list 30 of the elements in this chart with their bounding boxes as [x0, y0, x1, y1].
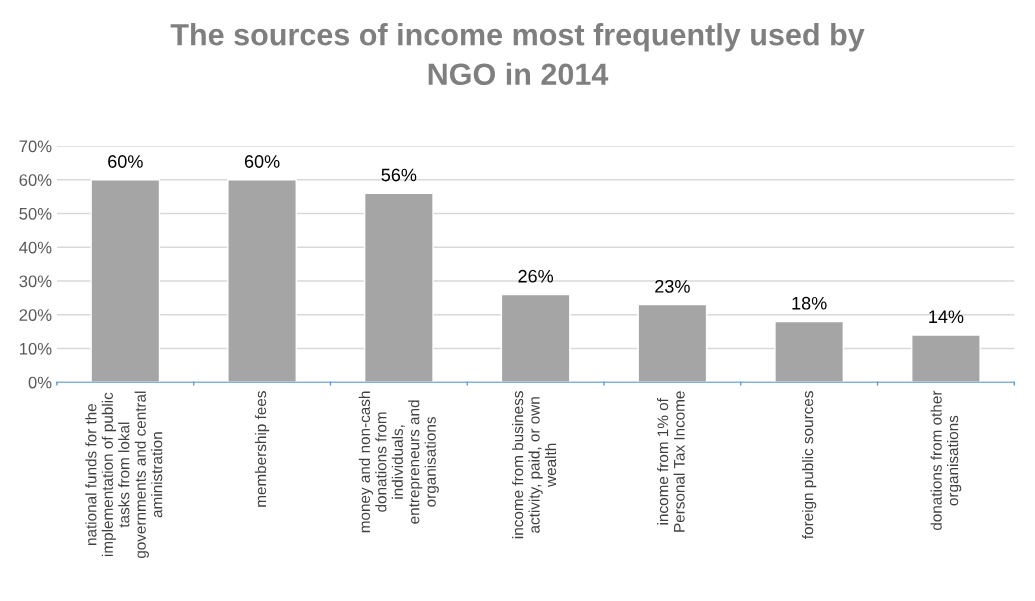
x-tick-label: money and non-cash donations from individuals, entrepreneurs and organisations	[358, 391, 439, 533]
chart-title: The sources of income most frequently used by NGO in 2014	[170, 23, 865, 86]
data-label: 18%	[792, 296, 827, 310]
data-label: 60%	[108, 155, 143, 168]
x-tick-label: income from business activity, paid, or own wealth	[512, 391, 557, 539]
bar	[911, 334, 981, 383]
y-tick-label: 70%	[19, 140, 52, 153]
y-tick-label: 10%	[19, 342, 52, 355]
y-tick-label: 30%	[19, 275, 52, 288]
bar	[637, 303, 708, 383]
bar	[363, 192, 434, 383]
bar	[774, 320, 845, 383]
y-tick-label: 50%	[19, 207, 52, 220]
y-tick-label: 0%	[28, 376, 52, 389]
x-tick-label: membership fees	[254, 391, 270, 507]
x-tick-label: foreign public sources	[802, 391, 817, 539]
y-tick-label: 40%	[19, 241, 52, 254]
data-label: 14%	[929, 310, 964, 324]
bar	[500, 293, 571, 383]
data-label: 56%	[381, 168, 417, 182]
x-tick-label: donations from other organisations	[930, 390, 962, 531]
data-label: 60%	[244, 155, 280, 168]
data-label: 23%	[655, 279, 690, 293]
bar	[227, 179, 297, 383]
x-tick-label: income from 1% of Personal Tax Income	[657, 391, 685, 532]
bar	[90, 179, 161, 383]
y-tick-label: 20%	[19, 309, 52, 321]
y-tick-label: 60%	[19, 174, 52, 186]
data-label: 26%	[518, 269, 554, 283]
x-tick-label: national funds for the implementation of public tasks from lokal governments and central aministration	[85, 391, 163, 559]
